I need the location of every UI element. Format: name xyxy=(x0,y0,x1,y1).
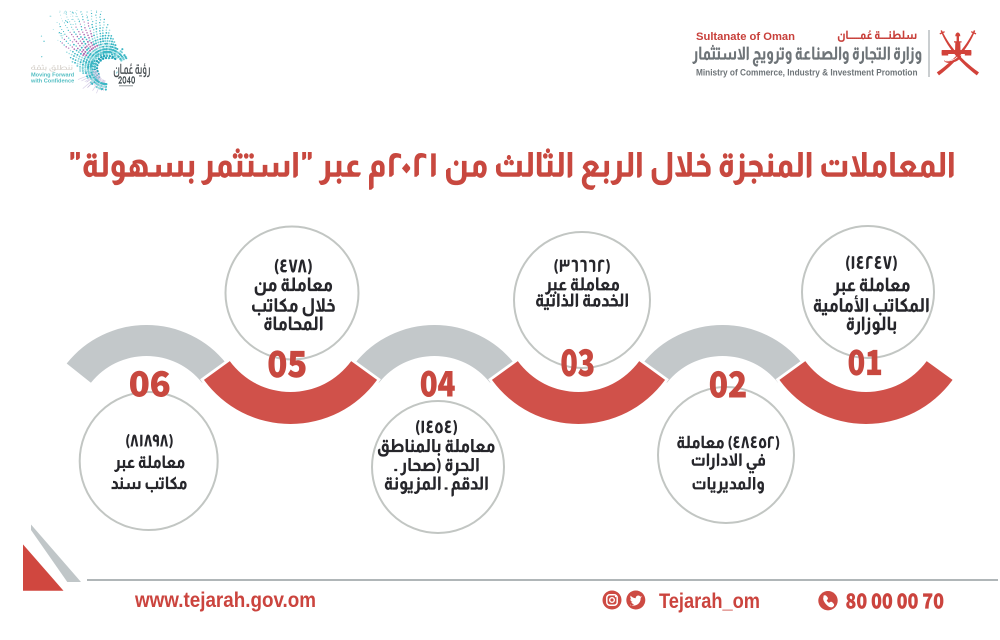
svg-text:Tejarah_om: Tejarah_om xyxy=(659,589,760,613)
svg-text:with Confidence: with Confidence xyxy=(30,79,74,85)
svg-text:Moving Forward: Moving Forward xyxy=(31,73,75,79)
svg-text:www.tejarah.gov.om: www.tejarah.gov.om xyxy=(134,589,316,612)
svg-text:Sultanate of Oman: Sultanate of Oman xyxy=(696,31,795,43)
svg-text:Ministry of Commerce, Industry: Ministry of Commerce, Industry & Investm… xyxy=(696,68,918,78)
